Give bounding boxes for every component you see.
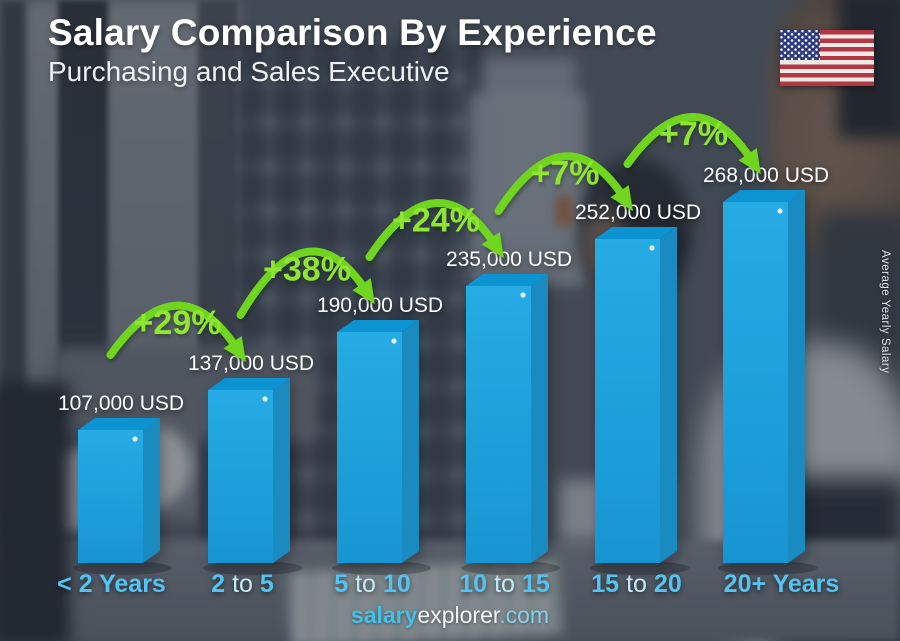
footer-brand-tld: .com <box>499 602 550 628</box>
bar-front-face <box>208 390 273 563</box>
footer-brand-rest: explorer <box>417 602 500 628</box>
growth-arrow-head <box>481 232 504 259</box>
category-label: 15 to 20 <box>591 570 681 598</box>
bar-side-face <box>788 190 805 563</box>
bar-3d-0 <box>78 418 160 563</box>
bar-shadow <box>73 561 172 575</box>
bar-value-label: 268,000 USD <box>703 164 829 187</box>
bar-top-face <box>595 227 677 239</box>
bar-3d-5 <box>723 190 805 563</box>
bar-side-face <box>402 320 419 563</box>
us-flag-canton <box>780 30 820 61</box>
bar-shadow <box>332 561 431 575</box>
bar-3d-2 <box>337 320 419 563</box>
growth-arrow-arc <box>623 113 756 168</box>
bg-whiteboard <box>468 92 586 287</box>
page-subtitle: Purchasing and Sales Executive <box>48 56 450 87</box>
growth-arrow-head <box>352 278 375 305</box>
bar-highlight-dot <box>391 338 397 344</box>
bar-value-label: 235,000 USD <box>446 248 572 271</box>
bar-top-face <box>208 378 290 390</box>
percent-change-label: +7% <box>531 155 600 193</box>
bar-highlight-dot <box>262 396 268 402</box>
category-label: 2 to 5 <box>211 570 274 598</box>
category-label: < 2 Years <box>57 570 166 598</box>
bar-side-face <box>273 378 290 563</box>
bar-shadow <box>461 561 560 575</box>
bar-3d-1 <box>208 378 290 563</box>
percent-change-label: +7% <box>659 115 728 153</box>
bar-value-label: 190,000 USD <box>317 294 443 317</box>
bar-top-face <box>337 320 419 332</box>
growth-arrow-head <box>738 148 761 175</box>
page-title: Salary Comparison By Experience <box>48 12 657 53</box>
bar-shadow <box>590 561 689 575</box>
bg-orange-blob <box>556 196 572 226</box>
bar-value-label: 252,000 USD <box>575 201 701 224</box>
y-axis-caption: Average Yearly Salary <box>879 250 891 374</box>
bar-top-face <box>466 274 548 286</box>
bar-top-face <box>78 418 160 430</box>
bg-dark-corner <box>0 382 70 641</box>
bar-front-face <box>466 286 531 563</box>
bar-front-face <box>78 430 143 563</box>
bar-side-face <box>531 274 548 563</box>
bar-3d-3 <box>466 274 548 563</box>
percent-change-label: +29% <box>134 304 222 342</box>
footer-brand: salaryexplorer.com <box>0 602 900 629</box>
bar-shadow <box>203 561 302 575</box>
bar-top-face <box>723 190 805 202</box>
bar-front-face <box>723 202 788 563</box>
bar-highlight-dot <box>132 436 138 442</box>
bars-group <box>78 190 805 563</box>
category-labels-group: < 2 Years 2 to 5 5 to 10 10 to 15 15 to 20 20+ Years <box>57 570 839 598</box>
category-label: 10 to 15 <box>459 570 550 598</box>
growth-arrow-arc <box>106 301 241 359</box>
growth-arrows-group: +29% +38% +24% +7% +7% <box>106 113 761 363</box>
percent-change-label: +24% <box>392 201 480 239</box>
bar-highlight-dot <box>520 292 526 298</box>
bar-highlight-dot <box>777 208 783 214</box>
category-label: 5 to 10 <box>334 570 411 598</box>
footer-brand-bold: salary <box>350 602 418 628</box>
bar-highlight-dot <box>649 245 655 251</box>
bar-front-face <box>337 332 402 563</box>
bar-3d-4 <box>595 227 677 563</box>
growth-arrow-arc <box>236 247 370 319</box>
growth-arrow-head <box>610 185 633 212</box>
us-flag-icon <box>780 30 874 86</box>
category-label: 20+ Years <box>724 570 840 598</box>
percent-change-label: +38% <box>263 250 351 288</box>
bar-shadow <box>718 561 817 575</box>
growth-arrow-arc <box>365 199 499 261</box>
bar-side-face <box>143 418 160 563</box>
bar-ground-shadows <box>73 561 817 575</box>
growth-arrow-head <box>223 336 246 363</box>
growth-arrow-arc <box>494 152 628 215</box>
bar-value-label: 107,000 USD <box>58 392 184 415</box>
bar-front-face <box>595 239 660 563</box>
bar-value-label: 137,000 USD <box>188 352 314 375</box>
bar-side-face <box>660 227 677 563</box>
